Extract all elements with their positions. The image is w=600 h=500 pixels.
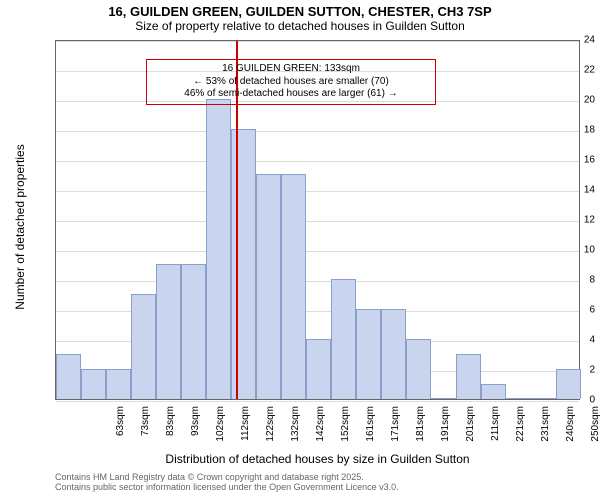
- attribution: Contains HM Land Registry data © Crown c…: [55, 472, 399, 492]
- x-tick-label: 250sqm: [590, 406, 600, 456]
- y-tick-label: 6: [545, 305, 595, 316]
- y-tick-label: 0: [545, 395, 595, 406]
- gridline: [56, 251, 579, 252]
- histogram-bar: [206, 99, 231, 399]
- histogram-bar: [131, 294, 156, 399]
- y-axis-label: Number of detached properties: [13, 127, 27, 327]
- histogram-bar: [256, 174, 281, 399]
- annotation-line: ← 53% of detached houses are smaller (70…: [153, 76, 429, 89]
- y-tick-label: 24: [545, 35, 595, 46]
- gridline: [56, 281, 579, 282]
- histogram-bar: [81, 369, 106, 399]
- x-tick-label: 142sqm: [315, 406, 326, 456]
- chart-subtitle: Size of property relative to detached ho…: [0, 19, 600, 33]
- gridline: [56, 221, 579, 222]
- annotation-line: 46% of semi-detached houses are larger (…: [153, 88, 429, 101]
- y-tick-label: 16: [545, 155, 595, 166]
- histogram-bar: [331, 279, 356, 399]
- x-tick-label: 83sqm: [165, 406, 176, 456]
- histogram-bar: [431, 398, 456, 399]
- chart-title: 16, GUILDEN GREEN, GUILDEN SUTTON, CHEST…: [0, 0, 600, 19]
- x-tick-label: 171sqm: [390, 406, 401, 456]
- histogram-bar: [56, 354, 81, 399]
- plot-area: 16 GUILDEN GREEN: 133sqm← 53% of detache…: [55, 40, 580, 400]
- histogram-bar: [231, 129, 256, 399]
- gridline: [56, 131, 579, 132]
- y-tick-label: 8: [545, 275, 595, 286]
- x-tick-label: 161sqm: [365, 406, 376, 456]
- x-tick-label: 221sqm: [515, 406, 526, 456]
- x-tick-label: 93sqm: [190, 406, 201, 456]
- y-tick-label: 14: [545, 185, 595, 196]
- histogram-bar: [506, 398, 531, 399]
- histogram-bar: [281, 174, 306, 399]
- y-tick-label: 20: [545, 95, 595, 106]
- histogram-bar: [456, 354, 481, 399]
- histogram-bar: [356, 309, 381, 399]
- gridline: [56, 191, 579, 192]
- histogram-bar: [106, 369, 131, 399]
- x-tick-label: 201sqm: [465, 406, 476, 456]
- y-tick-label: 12: [545, 215, 595, 226]
- histogram-bar: [306, 339, 331, 399]
- x-tick-label: 112sqm: [240, 406, 251, 456]
- x-tick-label: 231sqm: [540, 406, 551, 456]
- x-tick-label: 191sqm: [440, 406, 451, 456]
- annotation-line: 16 GUILDEN GREEN: 133sqm: [153, 63, 429, 76]
- gridline: [56, 161, 579, 162]
- y-tick-label: 22: [545, 65, 595, 76]
- attribution-line1: Contains HM Land Registry data © Crown c…: [55, 472, 399, 482]
- x-tick-label: 240sqm: [565, 406, 576, 456]
- histogram-bar: [381, 309, 406, 399]
- histogram-bar: [181, 264, 206, 399]
- x-tick-label: 122sqm: [265, 406, 276, 456]
- marker-annotation: 16 GUILDEN GREEN: 133sqm← 53% of detache…: [146, 59, 436, 105]
- x-tick-label: 73sqm: [140, 406, 151, 456]
- y-tick-label: 10: [545, 245, 595, 256]
- histogram-bar: [481, 384, 506, 399]
- gridline: [56, 41, 579, 42]
- x-tick-label: 211sqm: [490, 406, 501, 456]
- x-tick-label: 63sqm: [115, 406, 126, 456]
- y-tick-label: 2: [545, 365, 595, 376]
- y-tick-label: 4: [545, 335, 595, 346]
- attribution-line2: Contains public sector information licen…: [55, 482, 399, 492]
- x-tick-label: 102sqm: [215, 406, 226, 456]
- y-tick-label: 18: [545, 125, 595, 136]
- histogram-bar: [406, 339, 431, 399]
- x-tick-label: 181sqm: [415, 406, 426, 456]
- x-tick-label: 152sqm: [340, 406, 351, 456]
- histogram-bar: [156, 264, 181, 399]
- x-tick-label: 132sqm: [290, 406, 301, 456]
- gridline: [56, 401, 579, 402]
